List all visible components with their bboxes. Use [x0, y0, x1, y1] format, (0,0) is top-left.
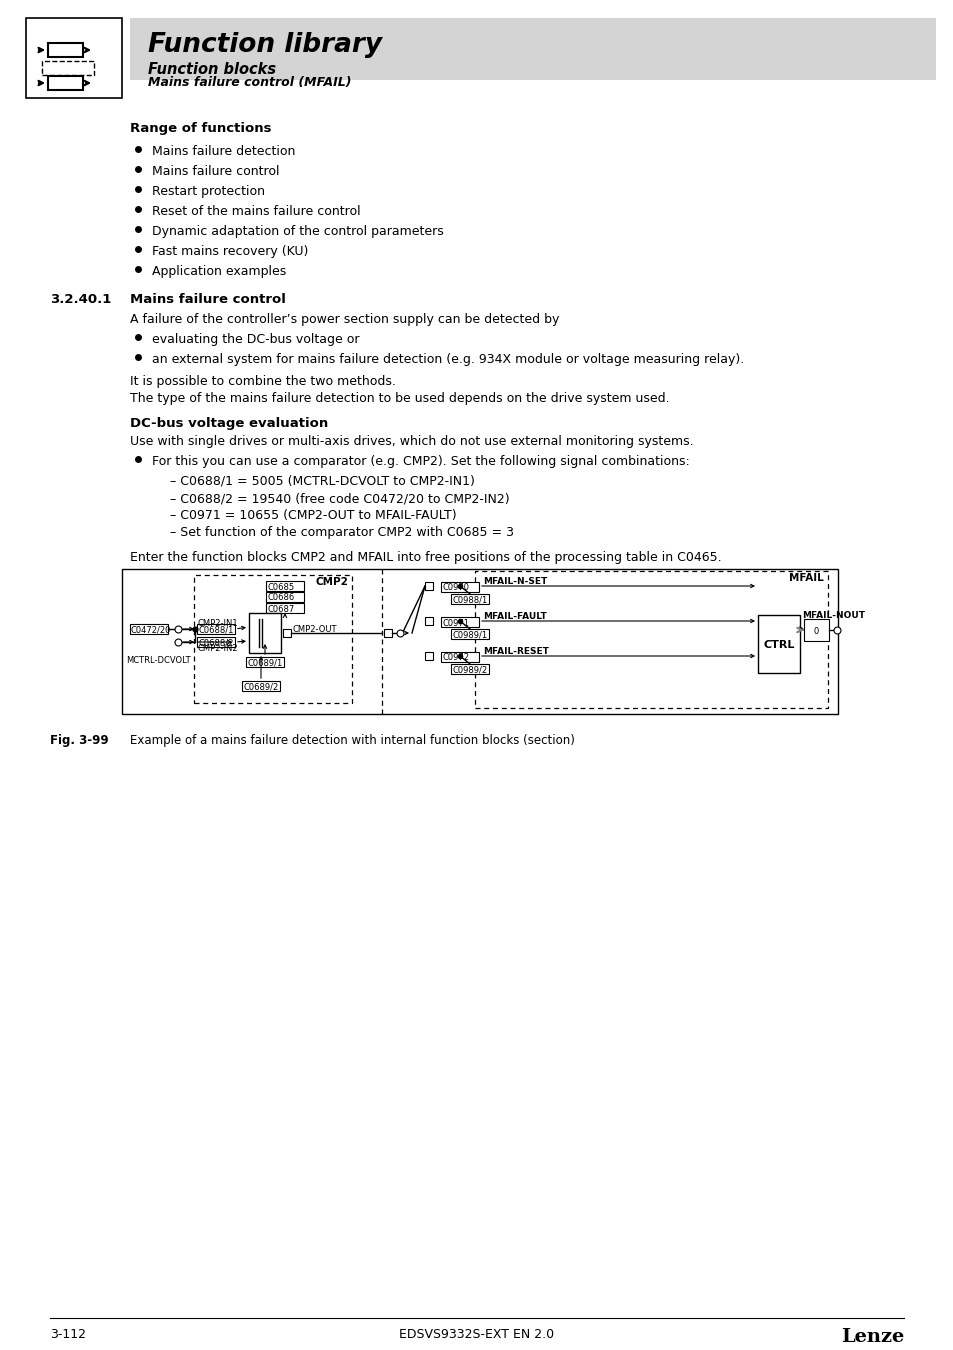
Text: Mains failure control (MFAIL): Mains failure control (MFAIL) [148, 76, 351, 89]
Bar [42, 61, 94, 76]
Text: MFAIL-RESET: MFAIL-RESET [482, 647, 548, 656]
Text: 3-112: 3-112 [50, 1328, 86, 1341]
Bar [451, 664, 489, 674]
Text: an external system for mains failure detection (e.g. 934X module or voltage meas: an external system for mains failure det… [152, 352, 743, 366]
Text: MFAIL-NOUT: MFAIL-NOUT [801, 612, 864, 620]
Text: Use with single drives or multi-axis drives, which do not use external monitorin: Use with single drives or multi-axis dri… [130, 435, 693, 448]
Text: C0989/2: C0989/2 [453, 666, 488, 675]
Text: C0688/1: C0688/1 [199, 625, 234, 634]
Bar [758, 616, 800, 674]
Text: – Set function of the comparator CMP2 with C0685 = 3: – Set function of the comparator CMP2 wi… [170, 526, 514, 539]
Text: Mains failure detection: Mains failure detection [152, 144, 295, 158]
Bar [384, 629, 392, 637]
Bar [440, 582, 478, 593]
Text: C0687: C0687 [268, 605, 294, 613]
Bar [193, 575, 352, 703]
Bar [130, 18, 935, 80]
Text: Function blocks: Function blocks [148, 62, 275, 77]
Text: For this you can use a comparator (e.g. CMP2). Set the following signal combinat: For this you can use a comparator (e.g. … [152, 455, 689, 468]
Text: Reset of the mains failure control: Reset of the mains failure control [152, 205, 360, 217]
Text: MFAIL-N-SET: MFAIL-N-SET [482, 576, 547, 586]
Text: A failure of the controller’s power section supply can be detected by: A failure of the controller’s power sect… [130, 313, 558, 325]
Text: Enter the function blocks CMP2 and MFAIL into free positions of the processing t: Enter the function blocks CMP2 and MFAIL… [130, 551, 720, 564]
Text: The type of the mains failure detection to be used depends on the drive system u: The type of the mains failure detection … [130, 392, 669, 405]
Text: Fast mains recovery (KU): Fast mains recovery (KU) [152, 244, 308, 258]
Text: Restart protection: Restart protection [152, 185, 265, 198]
Bar [283, 629, 291, 637]
Text: CMP2-OUT: CMP2-OUT [293, 625, 337, 634]
Bar [48, 43, 83, 57]
Text: evaluating the DC-bus voltage or: evaluating the DC-bus voltage or [152, 333, 359, 346]
Text: Application examples: Application examples [152, 265, 286, 278]
Text: EDSVS9332S-EXT EN 2.0: EDSVS9332S-EXT EN 2.0 [399, 1328, 554, 1341]
Text: C0970: C0970 [442, 583, 470, 593]
Bar [242, 680, 280, 691]
Bar [424, 582, 433, 590]
Text: C0972: C0972 [442, 653, 470, 663]
Bar [130, 624, 168, 634]
Bar [48, 76, 83, 90]
Text: Dynamic adaptation of the control parameters: Dynamic adaptation of the control parame… [152, 225, 443, 238]
Bar [424, 617, 433, 625]
Text: CMP2-IN1: CMP2-IN1 [198, 620, 238, 628]
Bar [440, 652, 478, 662]
Text: MFAIL: MFAIL [788, 572, 823, 583]
Bar [249, 613, 281, 653]
Text: Function library: Function library [148, 32, 382, 58]
Text: C0688/2: C0688/2 [199, 639, 234, 648]
Bar [266, 603, 304, 613]
Text: CMP2-IN2: CMP2-IN2 [198, 644, 238, 653]
Bar [803, 620, 828, 641]
Text: MFAIL-FAULT: MFAIL-FAULT [482, 612, 546, 621]
Bar [266, 593, 304, 602]
Text: – C0971 = 10655 (CMP2-OUT to MFAIL-FAULT): – C0971 = 10655 (CMP2-OUT to MFAIL-FAULT… [170, 509, 456, 522]
Text: CMP2: CMP2 [314, 576, 348, 587]
Text: C0686: C0686 [268, 594, 294, 602]
Text: C0689/2: C0689/2 [244, 683, 279, 691]
Text: C0971: C0971 [442, 618, 470, 628]
Text: – C0688/2 = 19540 (free code C0472/20 to CMP2-IN2): – C0688/2 = 19540 (free code C0472/20 to… [170, 491, 509, 505]
Text: Example of a mains failure detection with internal function blocks (section): Example of a mains failure detection wit… [130, 734, 575, 747]
Text: C0988/1: C0988/1 [453, 595, 488, 605]
Text: C0685: C0685 [268, 582, 294, 591]
Text: Range of functions: Range of functions [130, 122, 272, 135]
Text: 0: 0 [813, 626, 818, 636]
Bar [451, 629, 489, 639]
Bar [196, 637, 234, 647]
Text: Fig. 3-99: Fig. 3-99 [50, 734, 109, 747]
Text: CTRL: CTRL [762, 640, 794, 649]
Text: Mains failure control: Mains failure control [130, 293, 286, 306]
Bar [266, 580, 304, 591]
Text: DC-bus voltage evaluation: DC-bus voltage evaluation [130, 417, 328, 431]
Text: 3.2.40.1: 3.2.40.1 [50, 293, 112, 306]
Text: MCTRL-DCVOLT: MCTRL-DCVOLT [126, 656, 191, 666]
Bar [196, 624, 234, 634]
Bar [122, 568, 837, 714]
Text: Mains failure control: Mains failure control [152, 165, 279, 178]
Bar [440, 617, 478, 626]
Text: – C0688/1 = 5005 (MCTRL-DCVOLT to CMP2-IN1): – C0688/1 = 5005 (MCTRL-DCVOLT to CMP2-I… [170, 475, 475, 487]
Bar [246, 657, 284, 667]
Bar [475, 571, 827, 707]
Text: C0689/1: C0689/1 [248, 659, 283, 667]
Text: C0989/1: C0989/1 [453, 630, 488, 640]
Bar [424, 652, 433, 660]
Text: It is possible to combine the two methods.: It is possible to combine the two method… [130, 375, 395, 387]
Bar [451, 594, 489, 603]
Text: C0472/20: C0472/20 [131, 625, 172, 634]
Text: Lenze: Lenze [840, 1328, 903, 1346]
Bar [26, 18, 122, 99]
